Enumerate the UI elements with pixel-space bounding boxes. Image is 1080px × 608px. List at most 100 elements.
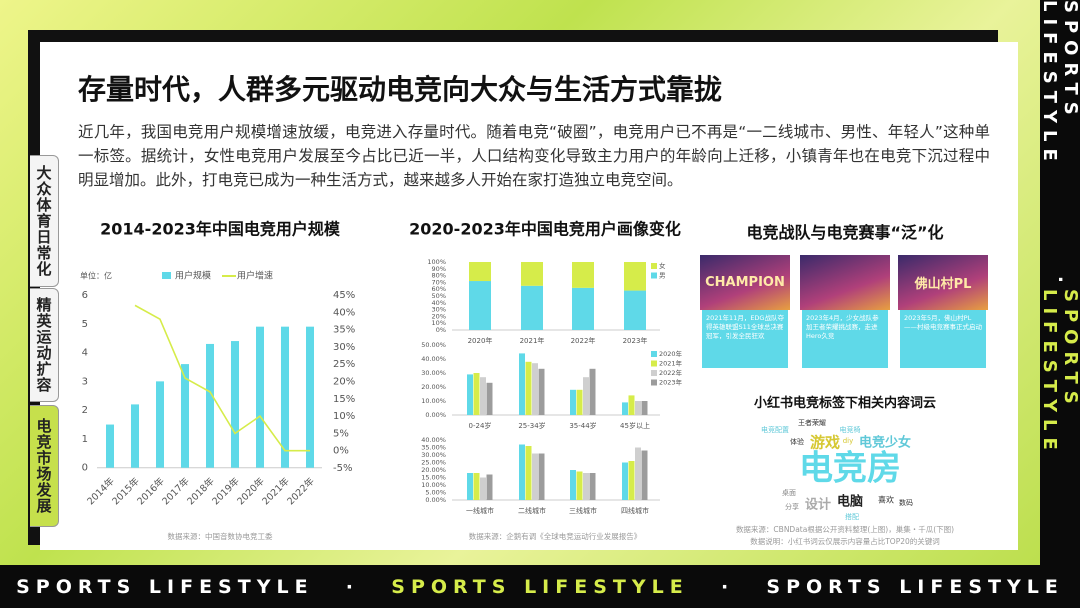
x-tick-label: 25-34岁: [518, 421, 545, 430]
side-bar: SPORTS LIFESTYLE · SPORTS LIFESTYLE: [1039, 0, 1080, 565]
source: 数据来源：CBNData根据公开资料整理(上图)，巢集・千瓜(下图): [736, 524, 954, 534]
wordcloud-title: 小红书电竞标签下相关内容词云: [753, 396, 936, 411]
y2-tick-label: 40%: [333, 307, 355, 318]
bar: [480, 377, 486, 415]
bar: [576, 389, 583, 415]
bar: [473, 373, 480, 415]
bar-segment: [469, 281, 491, 330]
bar: [480, 477, 486, 500]
y-tick-label: 5.00%: [425, 489, 446, 497]
bar-text: SPORTS LIFESTYLE: [1039, 0, 1080, 168]
bar: [486, 474, 493, 500]
y2-tick-label: 0%: [333, 446, 349, 457]
cloud-word: 数码: [899, 498, 913, 507]
source: 数据说明：小红书词云仅展示内容量占比TOP20的关键词: [750, 536, 940, 546]
bar: [622, 462, 628, 500]
page-title: 存量时代，人群多元驱动电竞向大众与生活方式靠拢: [78, 73, 723, 106]
bar-text: ·: [345, 575, 360, 598]
x-tick-label: 2020年: [468, 336, 493, 345]
cloud-word: 电竞房: [799, 449, 901, 489]
y-tick-label: 35.00%: [421, 444, 446, 452]
line: [134, 304, 310, 452]
bar: [206, 343, 214, 468]
y2-tick-label: 20%: [333, 377, 355, 388]
legend-label: 女: [659, 261, 666, 270]
tab: 电竞市场发展: [30, 405, 59, 527]
y-tick-label: 20.00%: [421, 383, 446, 391]
y-tick-label: 15.00%: [421, 474, 446, 482]
chart-title: 2014-2023年中国电竞用户规模: [100, 220, 341, 239]
card-caption: 2023年4月，少女战队参加王者荣耀挑战赛，走进Hero久竞: [802, 310, 888, 368]
bar: [641, 401, 648, 415]
cloud-word: 游戏: [810, 434, 840, 452]
y2-tick-label: 10%: [333, 411, 355, 422]
card-image: 佛山村PL: [898, 255, 988, 310]
y-tick-label: 80%: [432, 272, 446, 280]
panel-title: 电竞战队与电竞赛事“泛”化: [746, 223, 944, 242]
y-tick-label: 3: [82, 376, 88, 387]
bar: [306, 326, 314, 468]
y-tick-label: 10.00%: [421, 397, 446, 405]
y-tick-label: 5: [82, 319, 88, 330]
bar: [525, 361, 532, 415]
y-tick-label: 1: [82, 434, 88, 445]
bar: [622, 402, 628, 415]
x-tick-label: 0-24岁: [469, 421, 492, 430]
x-tick-label: 一线城市: [466, 506, 494, 515]
y2-tick-label: -5%: [333, 463, 352, 474]
legend-swatch: [651, 351, 657, 357]
x-tick-label: 2021年: [520, 336, 545, 345]
y-tick-label: 50%: [432, 292, 446, 300]
bar: [576, 471, 583, 500]
legend-swatch: [651, 272, 657, 279]
bar: [628, 395, 635, 415]
cloud-word: 搭配: [845, 512, 859, 521]
bar: [628, 461, 635, 500]
y-tick-label: 70%: [432, 278, 446, 286]
legend-label: 2022年: [659, 368, 683, 377]
y-tick-label: 40.00%: [421, 436, 446, 444]
x-tick-label: 二线城市: [518, 506, 546, 515]
cloud-word: 电脑: [837, 494, 863, 510]
y-tick-label: 0%: [436, 326, 446, 334]
bar-text: SPORTS LIFESTYLE: [766, 575, 1064, 598]
x-tick-label: 2022年: [285, 475, 318, 508]
bar: [583, 377, 589, 415]
bar-segment: [572, 262, 594, 288]
bar: [467, 473, 473, 500]
bar: [641, 450, 648, 500]
bar: [181, 364, 189, 468]
bar: [532, 453, 538, 500]
bar-text: SPORTS LIFESTYLE: [16, 575, 314, 598]
bar-segment: [521, 262, 543, 286]
y-tick-label: 100%: [427, 258, 446, 266]
cloud-word: 体验: [790, 437, 804, 446]
y-tick-label: 30.00%: [421, 369, 446, 377]
bottom-bar: SPORTS LIFESTYLE · SPORTS LIFESTYLE · SPORTS…: [0, 565, 1080, 608]
legend-swatch: [651, 370, 657, 376]
unit-label: 单位：亿: [80, 271, 112, 281]
source: 数据来源：中国音数协电竞工委: [168, 531, 273, 541]
y-tick-label: 30.00%: [421, 451, 446, 459]
x-tick-label: 2023年: [623, 336, 648, 345]
bar: [589, 368, 596, 415]
legend-label: 2021年: [659, 359, 683, 368]
legend-label: 2023年: [659, 378, 683, 387]
source: 数据来源：企鹅有调《全球电竞运动行业发展报告》: [469, 531, 642, 541]
y-tick-label: 2: [82, 405, 88, 416]
bar: [519, 353, 525, 415]
legend-label: 2020年: [659, 349, 683, 358]
cloud-word: 电竞配置: [761, 425, 789, 434]
bar-segment: [624, 262, 646, 291]
bar-text: SPORTS LIFESTYLE: [1039, 289, 1080, 458]
y-tick-label: 0.00%: [425, 496, 446, 504]
y-tick-label: 10%: [432, 319, 446, 327]
tab: 精英运动扩容: [30, 288, 59, 402]
bar-segment: [572, 287, 594, 330]
y-tick-label: 25.00%: [421, 459, 446, 467]
cloud-word: 桌面: [782, 488, 796, 497]
bar: [131, 404, 139, 468]
cloud-word: diy: [843, 437, 854, 445]
x-tick-label: 45岁以上: [620, 421, 650, 430]
y2-tick-label: 5%: [333, 428, 349, 439]
